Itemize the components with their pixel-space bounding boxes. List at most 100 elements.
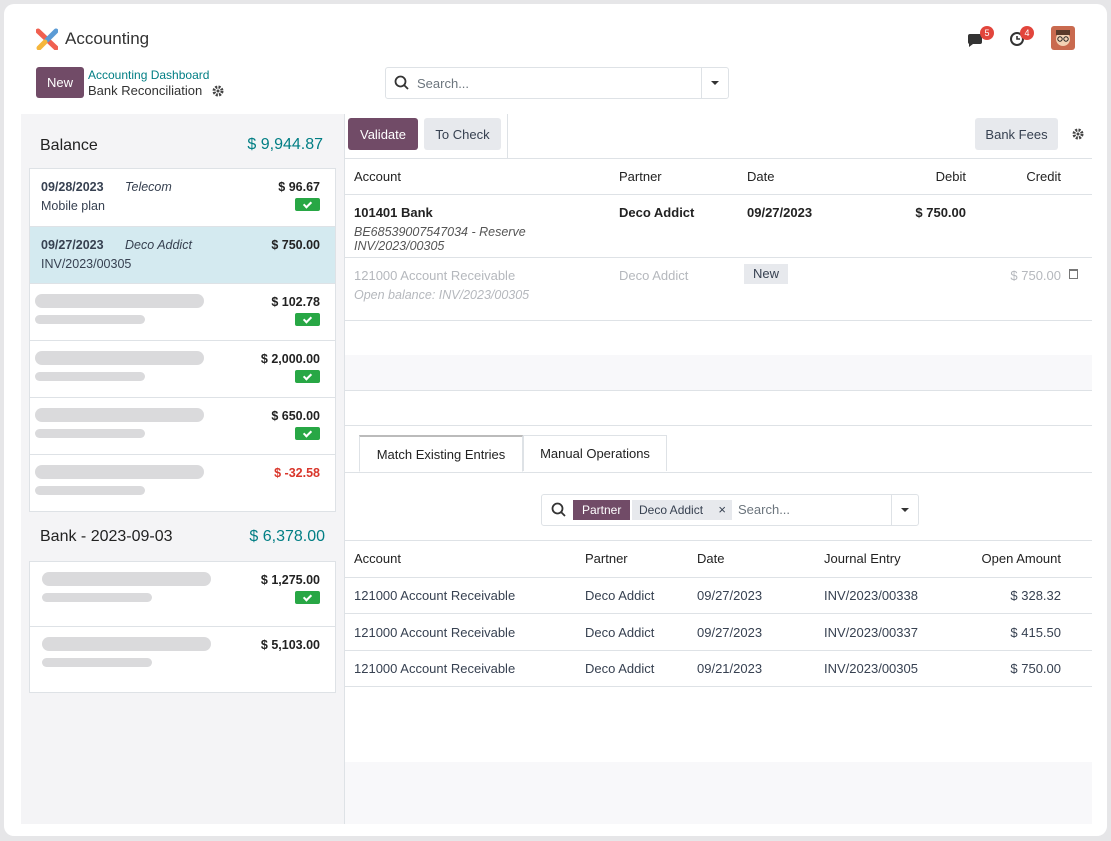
divider: [345, 390, 1092, 391]
statement-line[interactable]: 09/27/2023 Deco Addict INV/2023/00305 $ 750…: [30, 226, 335, 284]
reconciled-badge: [295, 427, 320, 440]
divider: [345, 613, 1092, 614]
statement-line[interactable]: $ 102.78: [30, 283, 335, 341]
line-amount: $ 1,275.00: [260, 573, 320, 587]
column-header: Account: [354, 169, 401, 184]
placeholder: [35, 372, 145, 381]
divider: [345, 577, 1092, 578]
activities-badge: 4: [1020, 26, 1034, 40]
facet[interactable]: Deco Addict ×: [632, 500, 732, 520]
statement-line[interactable]: $ -32.58: [30, 454, 335, 512]
column-header: Debit: [935, 169, 966, 184]
facet-remove[interactable]: ×: [718, 502, 726, 517]
match-cell: INV/2023/00305: [824, 661, 918, 676]
column-header: Journal Entry: [824, 551, 901, 566]
column-header: Partner: [585, 551, 628, 566]
breadcrumb-current: Bank Reconciliation: [88, 83, 203, 98]
placeholder: [42, 658, 152, 667]
placeholder: [35, 351, 204, 365]
search-icon: [551, 502, 566, 517]
balance-label: Balance: [40, 137, 98, 154]
divider: [345, 425, 1092, 426]
facet-label: Partner: [573, 500, 631, 520]
reconciliation-panel: Validate To Check Bank Fees Account Partn…: [345, 114, 1092, 824]
filter-placeholder: Search...: [738, 502, 791, 517]
statement-line[interactable]: $ 2,000.00: [30, 340, 335, 398]
line-date: 09/28/2023: [41, 180, 104, 194]
line-amount: $ 2,000.00: [260, 352, 320, 366]
messages-icon[interactable]: [966, 30, 988, 48]
statement-lines-list: $ 1,275.00 $ 5,103.00: [29, 561, 336, 693]
balance-amount: $ 9,944.87: [247, 136, 323, 153]
entries-table: Account Partner Date Debit Credit 101401 Bank…: [345, 159, 1092, 426]
new-button[interactable]: New: [36, 67, 84, 98]
dropdown-caret[interactable]: [710, 80, 720, 86]
line-amount: $ 750.00: [271, 238, 320, 252]
entry-date: 09/27/2023: [747, 205, 813, 220]
line-date: 09/27/2023: [41, 238, 104, 252]
divider: [345, 649, 1092, 651]
match-cell: 09/27/2023: [697, 624, 763, 640]
line-label: INV/2023/00305: [41, 257, 132, 271]
validate-button[interactable]: Validate: [348, 118, 418, 150]
match-cell: 09/27/2023: [697, 588, 763, 603]
line-amount: $ 102.78: [271, 295, 320, 309]
reconciled-badge: [295, 313, 320, 326]
match-cell: Deco Addict: [585, 624, 655, 640]
lines-list: 09/28/2023 Telecom Mobile plan $ 96.67 09/27…: [29, 168, 336, 512]
match-cell: $ 415.50: [1010, 624, 1061, 640]
statement-line[interactable]: $ 5,103.00: [30, 626, 335, 691]
bank-fees-button[interactable]: Bank Fees: [975, 118, 1058, 150]
user-avatar[interactable]: [1051, 26, 1075, 50]
divider: [345, 257, 1092, 258]
filter-box[interactable]: Partner Deco Addict × Search...: [541, 494, 919, 526]
placeholder: [42, 593, 152, 602]
to-check-button[interactable]: To Check: [424, 118, 501, 150]
placeholder: [35, 294, 204, 308]
match-cell: INV/2023/00338: [824, 588, 918, 603]
match-cell: INV/2023/00337: [824, 624, 918, 640]
statement-line[interactable]: $ 1,275.00: [30, 562, 335, 626]
app-logo: [36, 28, 58, 50]
placeholder: [35, 315, 145, 324]
placeholder: [35, 465, 204, 479]
tab[interactable]: Match Existing Entries: [359, 435, 523, 472]
statement-amount: $ 6,378.00: [249, 528, 325, 545]
delete-icon[interactable]: [1069, 269, 1078, 279]
match-cell: 121000 Account Receivable: [354, 588, 516, 603]
empty-row: [345, 355, 1092, 390]
settings-icon[interactable]: [212, 85, 224, 97]
tab[interactable]: Manual Operations: [523, 435, 667, 471]
column-header: Date: [697, 551, 725, 566]
placeholder: [35, 408, 204, 422]
reconciled-badge: [295, 591, 320, 604]
divider: [345, 194, 1092, 195]
match-cell: $ 328.32: [1010, 588, 1061, 603]
tabs: Match Existing Entries Manual Operations: [345, 435, 1092, 473]
app-window: Accounting 5 4 New Accounting Dashboard …: [4, 4, 1107, 836]
divider: [345, 686, 1092, 687]
match-cell: Deco Addict: [585, 661, 655, 676]
app-name: Accounting: [65, 29, 150, 48]
messages-badge: 5: [980, 26, 994, 40]
settings-icon[interactable]: [1072, 128, 1084, 140]
search-box[interactable]: Search...: [385, 67, 729, 99]
column-header: Partner: [619, 169, 662, 184]
facet-value: Deco Addict: [639, 503, 704, 517]
line-amount: $ -32.58: [274, 466, 320, 480]
line-amount: $ 5,103.00: [260, 638, 320, 652]
match-cell: 121000 Account Receivable: [354, 661, 516, 676]
statement-lines-panel: Balance $ 9,944.87 09/28/2023 Telecom Mobi…: [21, 114, 345, 824]
match-cell: 09/21/2023: [697, 661, 763, 676]
statement-title: Bank - 2023-09-03: [40, 528, 173, 545]
statement-line[interactable]: $ 650.00: [30, 397, 335, 455]
match-cell: Deco Addict: [585, 588, 655, 603]
reconciled-badge: [295, 370, 320, 383]
dropdown-caret[interactable]: [900, 507, 910, 513]
match-table: Account Partner Date Journal Entry Open Amou…: [345, 540, 1092, 688]
statement-line[interactable]: 09/28/2023 Telecom Mobile plan $ 96.67: [30, 169, 335, 226]
placeholder: [35, 486, 145, 495]
placeholder: [42, 637, 211, 651]
breadcrumb-parent[interactable]: Accounting Dashboard: [88, 68, 210, 82]
entry-partner: Deco Addict: [619, 268, 689, 283]
